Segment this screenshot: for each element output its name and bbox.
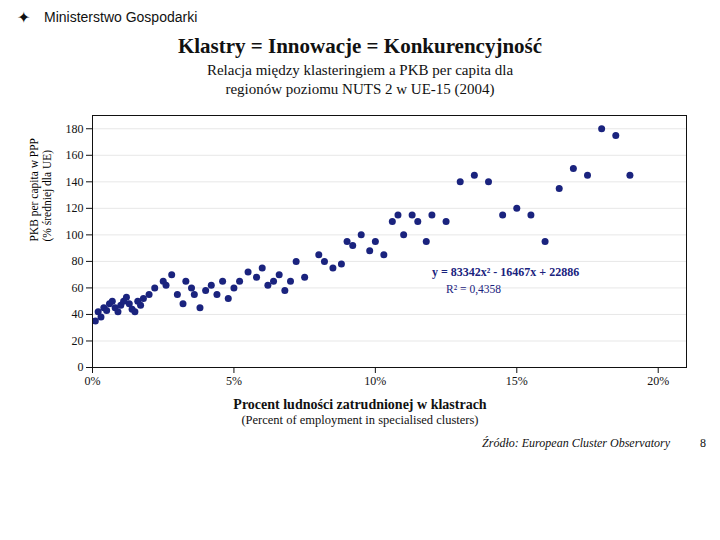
svg-text:20%: 20% [647,374,669,388]
svg-text:80: 80 [72,254,84,268]
html-text:(Percent of employment in spec: (Percent of employment in specialised cl… [241,413,479,427]
svg-text:160: 160 [66,148,84,162]
svg-text:100: 100 [66,228,84,242]
svg-text:10%: 10% [364,374,386,388]
svg-text:y = 83342x² - 16467x + 22886: y = 83342x² - 16467x + 22886 [432,265,579,279]
svg-text:120: 120 [66,201,84,215]
svg-text:5%: 5% [226,374,242,388]
html-text:Źródło: European Cluster Obser: Źródło: European Cluster Observatory [482,436,670,450]
svg-text:15%: 15% [506,374,528,388]
svg-text:0: 0 [78,360,84,374]
svg-text:180: 180 [66,122,84,136]
svg-text:40: 40 [72,307,84,321]
html-text:regionów poziomu NUTS 2 w UE-1: regionów poziomu NUTS 2 w UE-15 (2004) [225,81,495,97]
html-text:Relacja między klasteringiem a: Relacja między klasteringiem a PKB per c… [206,62,514,78]
html-text:Klastry = Innowacje = Konkuren: Klastry = Innowacje = Konkurencyjność [177,34,543,58]
svg-text:20: 20 [72,334,84,348]
html-text:Ministerstwo Gospodarki: Ministerstwo Gospodarki [44,9,198,25]
svg-text:0%: 0% [85,374,101,388]
html-text:Procent ludności zatrudnionej: Procent ludności zatrudnionej w klastrac… [233,397,487,412]
svg-text:140: 140 [66,175,84,189]
svg-text:60: 60 [72,281,84,295]
svg-text:PKB per capita w PPP(% średnie: PKB per capita w PPP(% średniej dla UE) [28,138,54,242]
svg-text:R² = 0,4358: R² = 0,4358 [446,283,501,296]
html-text:8: 8 [700,436,706,450]
